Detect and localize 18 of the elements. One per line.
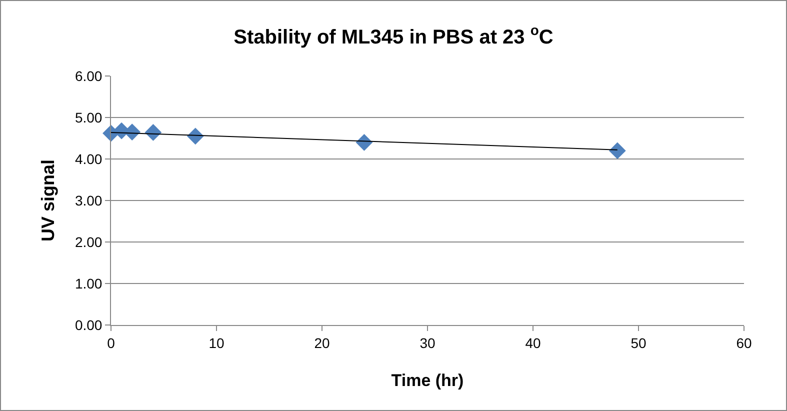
y-tick-label: 2.00 bbox=[74, 234, 102, 250]
y-tick-label: 6.00 bbox=[74, 68, 102, 84]
x-tick-label: 30 bbox=[420, 334, 436, 351]
y-tick-label: 4.00 bbox=[74, 150, 102, 167]
point bbox=[608, 142, 626, 160]
chart-title: Stability of ML345 in PBS at 23 $^{o}$C bbox=[234, 22, 554, 49]
y-tick-label: 0.00 bbox=[74, 316, 102, 333]
x-tick-label: 0 bbox=[107, 334, 116, 351]
x-tick-label: 40 bbox=[525, 334, 541, 351]
y-tick-label: 3.00 bbox=[74, 192, 102, 208]
y-tick-label: 5.00 bbox=[74, 109, 102, 126]
y-tick-label: 1.00 bbox=[74, 275, 102, 292]
x-tick-label: 20 bbox=[314, 334, 330, 351]
x-axis-title: Time (hr) bbox=[391, 371, 464, 390]
x-tick-label: 60 bbox=[736, 334, 752, 351]
x-tick-label: 50 bbox=[630, 334, 646, 351]
y-axis-title: UV signal bbox=[38, 159, 58, 242]
x-tick-label: 10 bbox=[208, 334, 224, 351]
